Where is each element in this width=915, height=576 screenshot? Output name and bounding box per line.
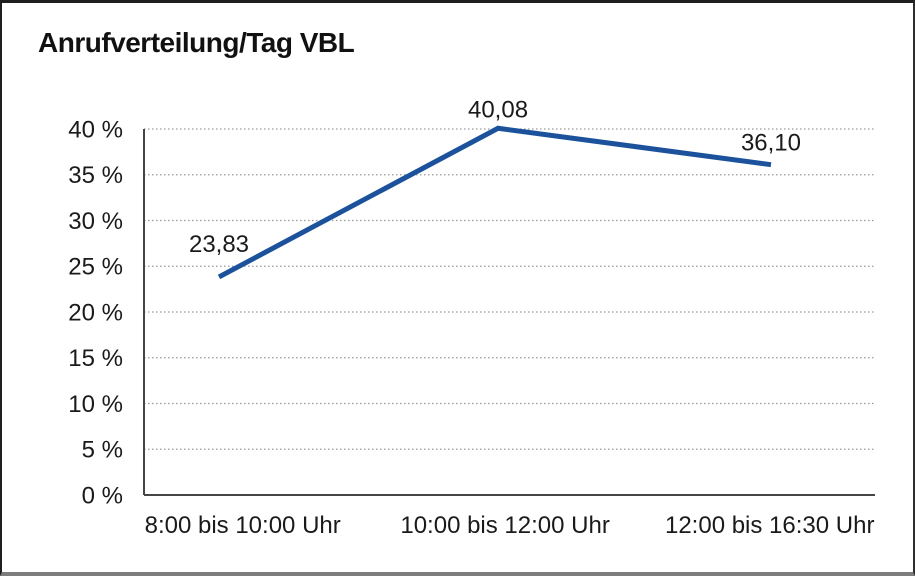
chart-title: Anrufverteilung/Tag VBL	[38, 27, 355, 58]
y-tick-label: 20 %	[68, 299, 123, 326]
x-tick-label: 12:00 bis 16:30 Uhr	[665, 512, 874, 539]
data-series-line	[217, 125, 772, 280]
y-tick-label: 0 %	[82, 482, 123, 509]
y-tick-label: 40 %	[68, 116, 123, 143]
data-point-label: 36,10	[741, 130, 801, 157]
y-tick-label: 35 %	[68, 162, 123, 189]
y-tick-label: 5 %	[82, 437, 123, 464]
y-tick-label: 10 %	[68, 391, 123, 418]
y-tick-label: 30 %	[68, 208, 123, 235]
x-tick-label: 8:00 bis 10:00 Uhr	[145, 512, 341, 539]
x-tick-label: 10:00 bis 12:00 Uhr	[400, 512, 609, 539]
data-point-label: 40,08	[468, 96, 528, 123]
y-tick-label: 25 %	[68, 254, 123, 281]
line-chart-canvas: 0 % 5 % 10 % 15 % 20 % 25 % 30 % 35 % 40 % 8:00 b…	[68, 96, 875, 539]
y-tick-label: 15 %	[68, 345, 123, 372]
data-point-label: 23,83	[189, 231, 249, 258]
